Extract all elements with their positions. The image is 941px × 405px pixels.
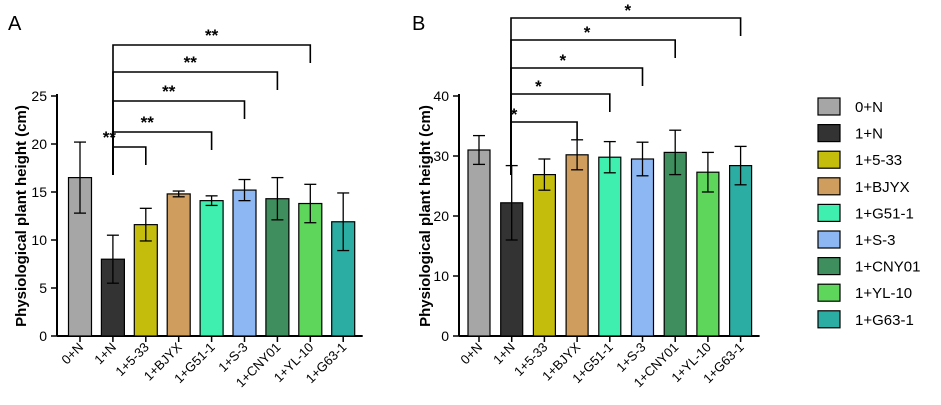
legend-label: 0+N bbox=[855, 99, 883, 116]
legend-swatch bbox=[817, 283, 841, 302]
significance-bracket bbox=[112, 131, 213, 175]
significance-label: * bbox=[535, 77, 542, 96]
legend-swatch bbox=[817, 257, 841, 276]
y-tick-label: 30 bbox=[433, 148, 449, 164]
significance-label: * bbox=[511, 105, 518, 124]
significance-label: ** bbox=[141, 113, 155, 132]
bar bbox=[166, 193, 191, 337]
significance-label: ** bbox=[103, 128, 117, 147]
legend-swatch bbox=[817, 123, 841, 143]
significance-label: * bbox=[624, 1, 631, 20]
y-tick-label: 10 bbox=[433, 268, 449, 284]
bar bbox=[199, 200, 224, 337]
significance-bracket bbox=[112, 100, 246, 175]
panel-b: B Physiological plant height (cm) 0 10 20 30 4… bbox=[412, 1, 760, 390]
legend: 0+N 1+N 1+5-33 1+BJYX 1+G51-1 1+S-3 1+CNY01 1+Y… bbox=[817, 97, 920, 329]
legend-label: 1+YL-10 bbox=[855, 285, 912, 302]
x-tick-label: 0+N bbox=[457, 340, 485, 368]
y-axis-label: Physiological plant height (cm) bbox=[13, 105, 30, 327]
y-tick-label: 25 bbox=[31, 88, 47, 104]
bar bbox=[663, 151, 687, 337]
significance-label: * bbox=[584, 23, 591, 42]
legend-swatch bbox=[817, 150, 841, 169]
panel-label: B bbox=[412, 13, 425, 35]
y-tick-label: 5 bbox=[39, 280, 47, 296]
significance-bracket bbox=[510, 39, 676, 175]
legend-label: 1+G63-1 bbox=[855, 312, 914, 329]
legend-swatch bbox=[817, 203, 841, 222]
legend-label: 1+S-3 bbox=[855, 232, 895, 249]
legend-swatch bbox=[817, 230, 841, 249]
significance-label: * bbox=[559, 51, 566, 70]
bar bbox=[630, 158, 655, 337]
legend-label: 1+CNY01 bbox=[855, 259, 920, 276]
significance-bracket bbox=[112, 44, 312, 175]
legend-swatch bbox=[817, 97, 841, 116]
y-tick-label: 0 bbox=[441, 328, 449, 344]
legend-label: 1+G51-1 bbox=[855, 205, 914, 222]
legend-label: 1+BJYX bbox=[855, 179, 910, 196]
bar bbox=[532, 174, 557, 337]
legend-swatch bbox=[817, 177, 841, 196]
bar bbox=[728, 165, 753, 337]
y-tick-label: 0 bbox=[39, 328, 47, 344]
bar bbox=[696, 171, 720, 337]
y-tick-label: 15 bbox=[31, 184, 47, 200]
x-tick-label: 0+N bbox=[58, 340, 86, 368]
significance-label: ** bbox=[184, 53, 198, 72]
significance-bracket bbox=[112, 71, 279, 175]
bar bbox=[565, 154, 589, 337]
bar bbox=[467, 149, 491, 337]
y-tick-label: 20 bbox=[433, 208, 449, 224]
legend-swatch bbox=[817, 310, 841, 329]
y-axis-label: Physiological plant height (cm) bbox=[417, 105, 434, 327]
significance-label: ** bbox=[162, 82, 176, 101]
y-tick-label: 10 bbox=[31, 232, 47, 248]
legend-label: 1+5-33 bbox=[855, 152, 902, 169]
x-tick-label: 1+N bbox=[91, 340, 119, 368]
significance-bracket bbox=[510, 93, 611, 175]
x-tick-label: 1+N bbox=[490, 340, 518, 368]
y-tick-label: 20 bbox=[31, 136, 47, 152]
panel-label: A bbox=[8, 13, 22, 35]
bar bbox=[232, 189, 257, 337]
bar bbox=[598, 156, 622, 337]
significance-bracket bbox=[510, 17, 742, 175]
bar bbox=[298, 202, 323, 337]
significance-bracket bbox=[112, 146, 147, 175]
y-tick-label: 40 bbox=[433, 88, 449, 104]
legend-label: 1+N bbox=[855, 126, 883, 143]
panel-a: A Physiological plant height (cm) 0 5 10 15 20… bbox=[8, 13, 363, 390]
significance-label: ** bbox=[205, 26, 219, 45]
